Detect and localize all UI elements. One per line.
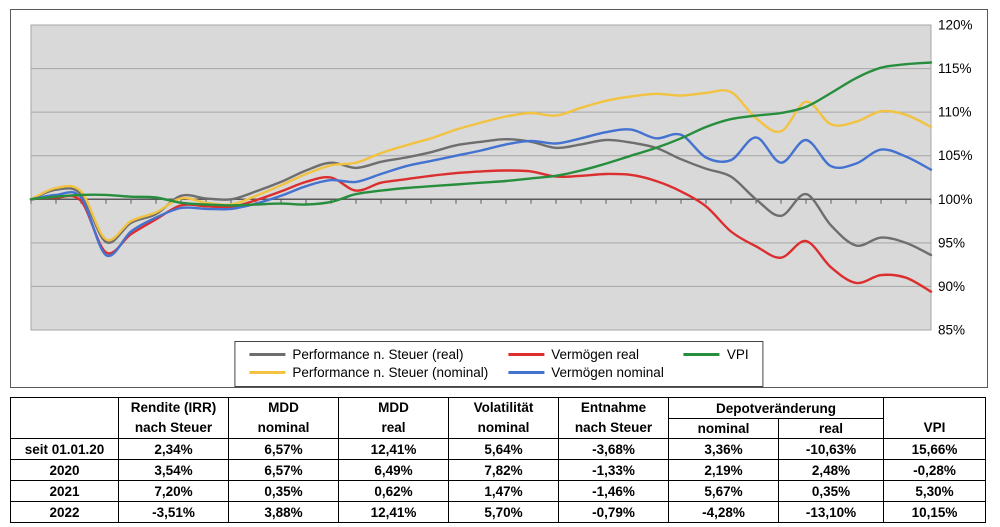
y-axis-label: 105%: [938, 148, 973, 163]
table-cell: -0,28%: [883, 459, 986, 481]
table-cell: -13,10%: [778, 501, 884, 523]
legend-item-performance-real: Performance n. Steuer (real): [249, 347, 488, 362]
table-cell: -1,46%: [558, 480, 669, 502]
table-cell: 12,41%: [338, 438, 449, 460]
series-line-performance-n-steuer-real: [29, 138, 933, 257]
table-header-cell: Rendite (IRR) nach Steuer: [118, 397, 229, 439]
table-cell: 5,70%: [448, 501, 559, 523]
header-line1: Volatilität: [473, 400, 534, 415]
table-row: 2022 -3,51% 3,88% 12,41% 5,70% -0,79% -4,28% -1…: [10, 501, 986, 523]
y-axis-label: 90%: [938, 279, 965, 294]
legend-label: VPI: [726, 347, 749, 362]
table-cell: -3,51%: [118, 501, 229, 523]
table-row-label: 2021: [10, 480, 119, 502]
table-cell: 7,82%: [448, 459, 559, 481]
legend-item-vpi: VPI: [683, 347, 749, 362]
legend-label: Vermögen real: [551, 347, 640, 362]
series-line-vpi: [29, 61, 933, 207]
legend-label: Vermögen nominal: [551, 365, 664, 380]
y-axis-label: 115%: [938, 61, 972, 76]
legend-swatch-vpi: [683, 353, 720, 356]
table-cell: 5,67%: [668, 480, 779, 502]
table-cell: 5,64%: [448, 438, 559, 460]
table-header-cell: VPI: [883, 397, 986, 439]
table-header-cell: Volatilität nominal: [448, 397, 559, 439]
table-cell: 15,66%: [883, 438, 986, 460]
table-cell: 3,54%: [118, 459, 229, 481]
legend-item-vermoegen-nominal: Vermögen nominal: [508, 365, 664, 380]
header-line2: real: [381, 420, 406, 435]
header-line1: MDD: [268, 400, 299, 415]
y-axis-label: 110%: [938, 105, 972, 120]
header-line2: nach Steuer: [574, 420, 653, 435]
table-cell: 0,35%: [228, 480, 339, 502]
header-line1: MDD: [378, 400, 409, 415]
legend: Performance n. Steuer (real) Vermögen rea…: [234, 341, 764, 387]
table-cell: 3,88%: [228, 501, 339, 523]
table-corner-blank: [10, 397, 119, 439]
series-line-verm-gen-real: [29, 169, 933, 293]
table-row-label: 2022: [10, 501, 119, 523]
y-axis-label: 100%: [938, 192, 973, 207]
header-line2: nominal: [257, 420, 310, 435]
performance-chart: 85% 90% 95% 100% 105% 110% 115% 120%: [29, 18, 973, 338]
table-cell: 6,57%: [228, 438, 339, 460]
table-cell: 7,20%: [118, 480, 229, 502]
table-cell: 12,41%: [338, 501, 449, 523]
legend-label: Performance n. Steuer (real): [292, 347, 464, 362]
table-cell: -3,68%: [558, 438, 669, 460]
table-cell: 10,15%: [883, 501, 986, 523]
table-cell: 6,49%: [338, 459, 449, 481]
header-line2: VPI: [923, 420, 946, 435]
table-subheader-nominal: nominal: [668, 418, 779, 439]
table-cell: 2,48%: [778, 459, 884, 481]
table-subheader-real: real: [778, 418, 884, 439]
legend-swatch-performance-nominal: [249, 371, 286, 374]
table-cell: 0,62%: [338, 480, 449, 502]
table-row: 2020 3,54% 6,57% 6,49% 7,82% -1,33% 2,19% 2,48%…: [10, 459, 986, 481]
table-cell: 1,47%: [448, 480, 559, 502]
header-line2: nach Steuer: [134, 420, 213, 435]
table-cell: 2,34%: [118, 438, 229, 460]
table-cell: -1,33%: [558, 459, 669, 481]
table-header-cell: MDD nominal: [228, 397, 339, 439]
legend-swatch-vermoegen-nominal: [508, 371, 545, 374]
table-cell: 0,35%: [778, 480, 884, 502]
chart-figure: 85% 90% 95% 100% 105% 110% 115% 120% Performanc…: [10, 9, 988, 388]
legend-label: Performance n. Steuer (nominal): [292, 365, 489, 380]
y-axis-label: 95%: [938, 235, 965, 250]
series-line-verm-gen-nominal: [29, 128, 933, 258]
series-line-performance-n-steuer-nominal: [29, 89, 933, 242]
y-axis-label: 120%: [938, 18, 973, 33]
header-line1: Rendite (IRR): [130, 400, 217, 415]
legend-swatch-performance-real: [249, 353, 286, 356]
performance-table: Rendite (IRR) nach Steuer MDD nominal MDD rea…: [10, 397, 986, 523]
table-cell: -10,63%: [778, 438, 884, 460]
legend-swatch-vermoegen-real: [508, 353, 545, 356]
header-line2: nominal: [477, 420, 530, 435]
table-cell: 2,19%: [668, 459, 779, 481]
table-row: seit 01.01.20 2,34% 6,57% 12,41% 5,64% -3,68%…: [10, 438, 986, 460]
table-cell: 5,30%: [883, 480, 986, 502]
table-header-cell: MDD real: [338, 397, 449, 439]
legend-item-vermoegen-real: Vermögen real: [508, 347, 664, 362]
table-cell: 6,57%: [228, 459, 339, 481]
table-cell: 3,36%: [668, 438, 779, 460]
table-row-label: seit 01.01.20: [10, 438, 119, 460]
header-line1: Entnahme: [580, 400, 647, 415]
table-row: 2021 7,20% 0,35% 0,62% 1,47% -1,46% 5,67% 0,35%…: [10, 480, 986, 502]
legend-item-performance-nominal: Performance n. Steuer (nominal): [249, 365, 488, 380]
table-cell: -0,79%: [558, 501, 669, 523]
table-row-label: 2020: [10, 459, 119, 481]
table-group-header: Depotveränderung: [668, 397, 884, 419]
y-axis-label: 85%: [938, 323, 965, 338]
header-line1: [886, 399, 983, 419]
plot-area: [30, 24, 932, 331]
table-header-cell: Entnahme nach Steuer: [558, 397, 669, 439]
table-cell: -4,28%: [668, 501, 779, 523]
